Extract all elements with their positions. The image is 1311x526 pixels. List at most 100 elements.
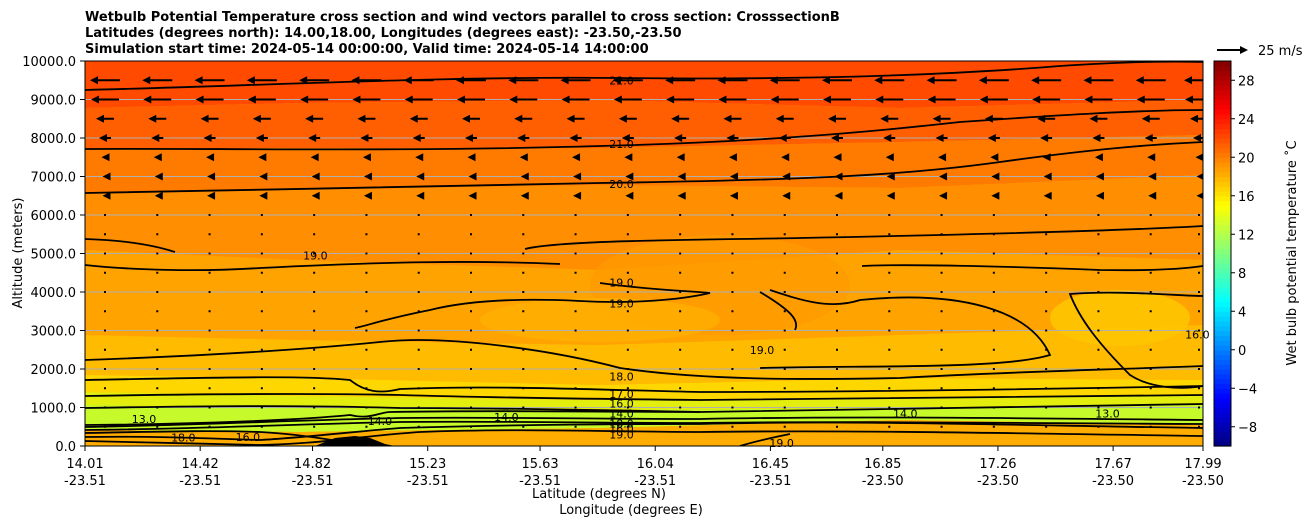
wind-vector-dot — [313, 233, 316, 236]
y-tick-label: 8000.0 — [31, 132, 77, 147]
wind-vector-dot — [836, 425, 838, 428]
colorbar-segment — [1214, 282, 1231, 288]
contour-label: 18.0 — [171, 432, 196, 445]
wind-vector-head — [718, 95, 727, 104]
wind-vector-dot — [783, 329, 786, 332]
wind-vector-dot — [1097, 291, 1100, 293]
contour-label: 16.0 — [609, 423, 634, 436]
cool-pocket-mid — [480, 298, 720, 342]
contour-label-text: 18.0 — [171, 432, 196, 445]
wind-vector-dot — [888, 348, 891, 351]
wind-vector-dot — [679, 271, 682, 274]
wind-vector-dot — [260, 368, 263, 370]
wind-vector-head — [612, 76, 621, 85]
colorbar-tick-label: 24 — [1238, 113, 1255, 128]
wind-vector-head — [886, 172, 895, 181]
colorbar-segment — [1214, 421, 1231, 428]
wind-vector-dot — [1149, 348, 1152, 351]
contour-label-text: 18.0 — [609, 418, 634, 431]
wind-vector-dot — [626, 406, 629, 409]
wind-vector-dot — [836, 271, 838, 274]
wind-vector-head — [1094, 153, 1103, 162]
wind-vector-dot — [992, 271, 995, 274]
colorbar-segment — [1214, 234, 1231, 240]
wind-vector-dot — [836, 214, 838, 216]
colorbar-segment — [1214, 215, 1231, 221]
wind-vector-dot — [260, 425, 263, 428]
contour-label-text: 14.0 — [368, 415, 393, 428]
colorbar-segment — [1214, 316, 1231, 322]
colorbar-segment — [1214, 89, 1231, 96]
wind-vector-dot — [574, 271, 577, 274]
colorbar-segment — [1214, 292, 1231, 298]
wind-vector-head — [468, 191, 477, 200]
wind-vector-head — [207, 191, 216, 200]
wind-vector-dot — [679, 425, 682, 428]
wind-vector-head — [351, 76, 360, 85]
wind-vector-dot — [1149, 252, 1152, 255]
wind-vector-dot — [1149, 368, 1152, 370]
wind-vector-dot — [208, 368, 211, 370]
wind-vector-head — [362, 153, 371, 162]
field-band-16 — [85, 392, 1203, 410]
wind-vector-head — [456, 76, 464, 85]
wind-vector-dot — [1045, 329, 1048, 332]
wind-vector-dot — [365, 252, 368, 255]
wind-vector-dot — [679, 291, 682, 293]
terrain-mass — [315, 436, 395, 446]
wind-vector-head — [1037, 114, 1046, 123]
contour-cluster-1 — [85, 416, 1203, 428]
wind-vector-head — [1190, 114, 1198, 123]
wind-vector-head — [311, 191, 320, 200]
colorbar-segment — [1214, 128, 1231, 134]
wind-vector-dot — [1097, 348, 1100, 351]
wind-vector-head — [416, 191, 425, 200]
wind-vector-head — [468, 172, 477, 181]
contour-label-text: 19.0 — [750, 344, 775, 357]
wind-vector-dot — [836, 329, 838, 332]
wind-vector-dot — [1045, 387, 1048, 390]
contour-label-text: 14.0 — [893, 407, 918, 420]
colorbar-segment — [1214, 224, 1231, 231]
wind-vector-dot — [365, 329, 368, 332]
wind-vector-head — [195, 95, 204, 104]
contour-label-text: 16.0 — [1185, 328, 1210, 341]
wind-vector-dot — [313, 252, 316, 255]
wind-vector-head — [729, 191, 738, 200]
contour-21 — [85, 109, 1203, 151]
colorbar-segment — [1214, 210, 1231, 216]
wind-vector-head — [259, 172, 268, 181]
x-tick-label-lat: 16.04 — [637, 457, 674, 472]
wind-vector-head — [508, 76, 517, 85]
wind-vector-dot — [156, 406, 159, 409]
wind-vector-dot — [365, 310, 368, 313]
wind-vector-dot — [940, 406, 943, 409]
wind-vector-dot — [1198, 387, 1200, 390]
wind-vector-head — [927, 95, 936, 104]
wind-vector-dot — [104, 387, 106, 390]
wind-vector-head — [403, 76, 412, 85]
x-tick-label-lon: -23.51 — [749, 474, 791, 489]
wind-vector-dot — [522, 406, 525, 409]
wind-vector-head — [671, 114, 680, 123]
wind-vector-head — [1148, 191, 1157, 200]
wind-vector-head — [1147, 153, 1156, 162]
wind-vector-dot — [626, 348, 629, 351]
wind-vector-head — [935, 134, 944, 142]
wind-vector-head — [1185, 95, 1193, 104]
wind-vector-dot — [574, 310, 577, 313]
wind-vector-dot — [888, 368, 891, 370]
wind-vector-dot — [1045, 271, 1048, 274]
wind-vector-head — [782, 191, 791, 200]
contour-label-text: 19.0 — [609, 298, 634, 311]
wind-vector-dot — [313, 425, 316, 428]
contour-22 — [85, 61, 1203, 91]
wind-vector-dot — [260, 348, 263, 351]
chart-title-line-1: Wetbulb Potential Temperature cross sect… — [85, 10, 840, 25]
wind-vector-dot — [731, 348, 734, 351]
wind-vector-dot — [1198, 252, 1200, 255]
wind-vector-head — [726, 134, 735, 142]
wind-vector-dot — [522, 368, 525, 370]
wind-vector-head — [519, 153, 528, 162]
wind-vector-dot — [1097, 329, 1100, 332]
